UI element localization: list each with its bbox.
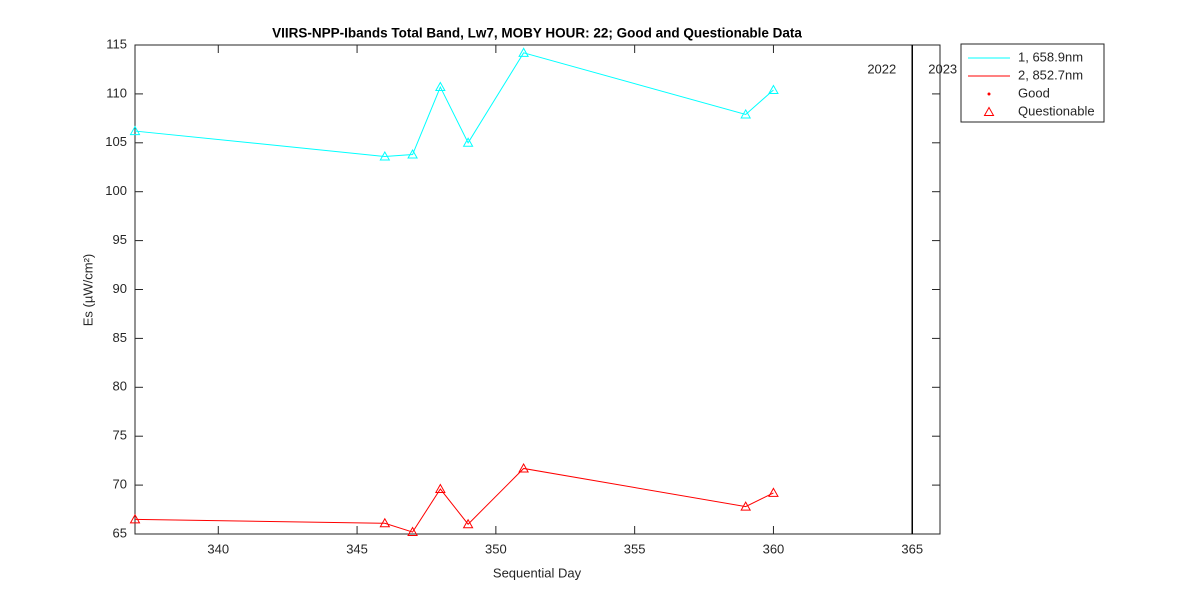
legend-label: Questionable (1018, 103, 1095, 118)
year-label: 2023 (928, 61, 957, 76)
x-tick-label: 365 (901, 541, 923, 556)
legend-label: Good (1018, 85, 1050, 100)
y-tick-label: 75 (113, 428, 127, 443)
x-axis-label: Sequential Day (493, 565, 582, 580)
data-marker (379, 150, 391, 161)
chart-title: VIIRS-NPP-Ibands Total Band, Lw7, MOBY H… (272, 26, 802, 41)
plot-box (134, 44, 941, 535)
x-tick-label: 340 (207, 541, 229, 556)
y-tick-label: 105 (105, 134, 127, 149)
y-tick-label: 70 (113, 477, 127, 492)
data-marker (379, 517, 391, 528)
data-marker (407, 526, 418, 537)
y-tick-label: 90 (113, 281, 127, 296)
x-tick-label: 360 (763, 541, 785, 556)
data-marker (518, 47, 529, 57)
y-axis-label: Es (µW/cm²) (80, 254, 95, 326)
y-tick-label: 95 (113, 232, 127, 247)
y-tick-label: 85 (113, 330, 127, 345)
legend-label: 2, 852.7nm (1018, 67, 1083, 82)
y-tick-label: 65 (113, 525, 127, 540)
series-line (134, 467, 774, 533)
data-marker (462, 518, 474, 529)
data-marker (518, 462, 529, 473)
x-tick-label: 350 (485, 541, 507, 556)
data-marker (740, 108, 752, 119)
data-marker (434, 483, 446, 494)
data-marker (434, 81, 446, 92)
legend-box (960, 43, 1105, 123)
data-marker (407, 149, 418, 159)
year-label: 2022 (867, 61, 896, 76)
legend-marker (987, 92, 991, 96)
data-marker (768, 84, 779, 94)
data-marker (129, 125, 141, 136)
legend-label: 1, 658.9nm (1018, 49, 1083, 64)
y-tick-label: 100 (105, 183, 127, 198)
series-line (134, 52, 774, 157)
data-marker (462, 137, 474, 147)
data-marker (129, 513, 141, 524)
x-tick-label: 345 (346, 541, 368, 556)
legend-marker (983, 106, 995, 116)
data-marker (740, 501, 752, 511)
data-marker (768, 487, 779, 497)
x-tick-label: 355 (624, 541, 646, 556)
y-tick-label: 80 (113, 379, 127, 394)
y-tick-label: 115 (106, 36, 127, 51)
y-tick-label: 110 (106, 85, 127, 100)
